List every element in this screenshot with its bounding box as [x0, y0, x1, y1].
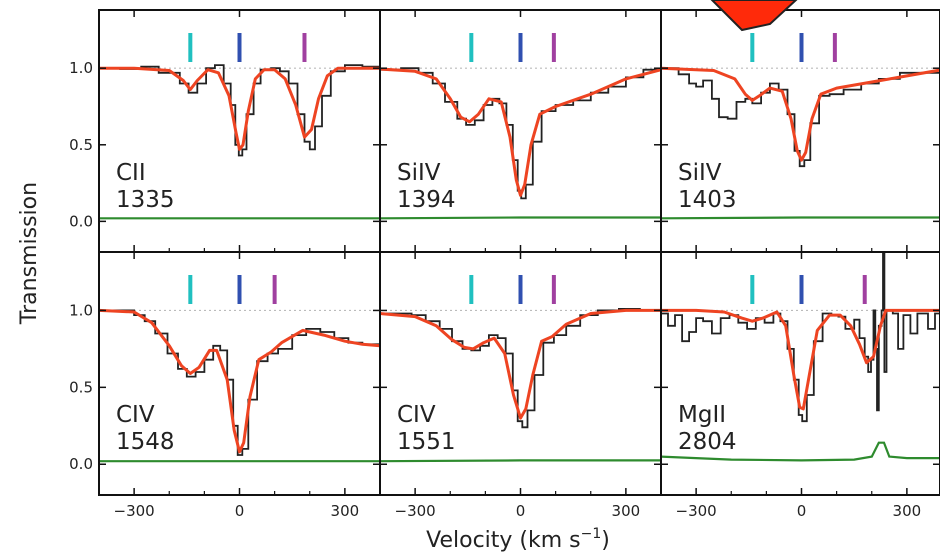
x-tick-label: 0	[516, 502, 526, 520]
annotation-arrow	[710, 0, 798, 32]
plot-area	[380, 275, 661, 463]
y-tick-label: 0.5	[69, 378, 93, 396]
plot-area	[99, 275, 380, 463]
x-axis-label-exponent: −1	[581, 526, 602, 542]
wavelength-label: 1551	[397, 429, 456, 455]
x-tick-label: 300	[893, 502, 922, 520]
ion-name-label: CIV	[116, 402, 155, 428]
x-tick-label: 0	[235, 502, 245, 520]
panel-frame	[660, 251, 940, 496]
plot-area	[661, 252, 940, 462]
x-axis-label: Velocity (km s−1)	[426, 526, 610, 553]
wavelength-label: 1548	[116, 429, 175, 455]
observed-spectrum-line	[380, 308, 661, 429]
model-fit-line	[99, 66, 380, 151]
error-spectrum-line	[661, 216, 940, 220]
x-axis-label-close: )	[601, 528, 610, 553]
observed-spectrum-line	[661, 67, 940, 168]
ion-name-label: SiIV	[397, 160, 441, 186]
x-tick-label: 300	[612, 502, 641, 520]
model-fit-line	[661, 66, 940, 162]
panel-grid: 0.00.51.0CII1335SiIV1394SiIV14030.00.51.…	[69, 9, 940, 520]
wavelength-label: 1403	[678, 187, 737, 213]
observed-spectrum-line	[99, 64, 380, 157]
y-tick-label: 0.0	[69, 455, 93, 473]
wavelength-label: 2804	[678, 429, 737, 455]
x-tick-label: −300	[676, 502, 717, 520]
y-tick-label: 0.0	[69, 212, 93, 230]
model-fit-line	[380, 67, 661, 197]
error-spectrum-line	[661, 441, 940, 462]
x-tick-label: 300	[331, 502, 360, 520]
plot-area	[99, 33, 380, 220]
y-tick-label: 1.0	[69, 59, 93, 77]
x-tick-label: 0	[797, 502, 807, 520]
x-tick-label: −300	[114, 502, 155, 520]
ion-name-label: MgII	[678, 402, 726, 428]
y-axis-label: Transmission	[17, 182, 42, 325]
ion-name-label: CIV	[397, 402, 436, 428]
y-tick-label: 1.0	[69, 301, 93, 319]
y-tick-label: 0.5	[69, 136, 93, 154]
ion-name-label: CII	[116, 160, 146, 186]
model-fit-line	[661, 308, 940, 411]
x-tick-label: −300	[395, 502, 436, 520]
plot-area	[380, 33, 661, 220]
wavelength-label: 1394	[397, 187, 456, 213]
model-fit-line	[99, 308, 380, 454]
error-spectrum-line	[380, 216, 661, 220]
plot-area	[661, 33, 940, 220]
x-axis-label-main: Velocity (km s	[426, 528, 581, 553]
error-spectrum-line	[380, 459, 661, 463]
ion-name-label: SiIV	[678, 160, 722, 186]
model-fit-line	[380, 308, 661, 420]
wavelength-label: 1335	[116, 187, 175, 213]
